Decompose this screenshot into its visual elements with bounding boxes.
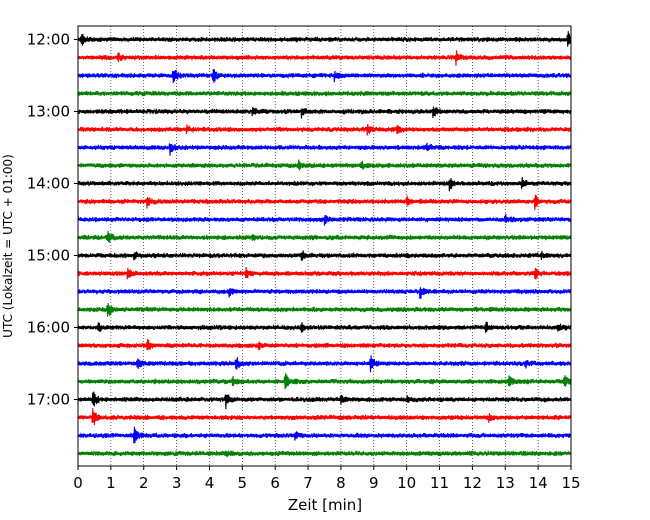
trace-line [77,159,572,171]
trace-line [77,106,572,119]
trace-line [77,177,572,192]
trace-line [77,321,572,333]
y-axis-label: UTC (Lokalzeit = UTC + 01:00) [1,154,15,338]
x-tick-label: 13 [496,474,515,492]
x-tick-label: 9 [369,474,379,492]
x-tick-label: 8 [336,474,346,492]
trace-line [77,230,572,243]
trace-line [77,266,572,280]
x-tick-label: 12 [463,474,482,492]
x-tick-label: 1 [106,474,116,492]
x-tick-label: 0 [73,474,83,492]
y-tick-label: 17:00 [27,391,70,409]
x-tick-label: 15 [561,474,580,492]
plot-frame [77,25,572,467]
trace-line [77,142,572,156]
x-tick-label: 6 [270,474,280,492]
x-tick-label: 11 [430,474,449,492]
trace-line [77,303,572,317]
x-tick-label: 2 [139,474,149,492]
x-axis-ticks: 0 1 2 3 4 5 6 7 8 9 10 11 12 13 14 15 [73,466,581,492]
trace-line [77,68,572,83]
trace-line [77,355,572,373]
trace-line [77,373,572,390]
trace-line [77,426,572,444]
y-tick-label: 12:00 [27,31,70,49]
trace-line [77,450,572,458]
y-tick-label: 14:00 [27,175,70,193]
seismic-traces [77,31,572,458]
y-axis-ticks: 12:00 13:00 14:00 15:00 16:00 17:00 [27,31,78,409]
trace-line [77,408,572,425]
trace-line [77,90,572,97]
trace-line [77,213,572,226]
trace-line [77,31,572,47]
trace-line [77,250,572,261]
y-tick-label: 16:00 [27,319,70,337]
y-tick-label: 15:00 [27,247,70,265]
y-tick-label: 13:00 [27,103,70,121]
x-tick-label: 10 [397,474,416,492]
x-tick-label: 7 [303,474,313,492]
x-axis-label: Zeit [min] [288,496,362,514]
x-tick-label: 3 [172,474,182,492]
x-tick-label: 14 [529,474,548,492]
trace-line [77,339,572,351]
trace-line [77,391,572,410]
x-tick-label: 4 [205,474,215,492]
trace-line [77,123,572,136]
trace-line [77,287,572,299]
trace-line [77,194,572,211]
minute-grid [110,26,539,466]
trace-line [77,50,572,66]
x-tick-label: 5 [238,474,248,492]
